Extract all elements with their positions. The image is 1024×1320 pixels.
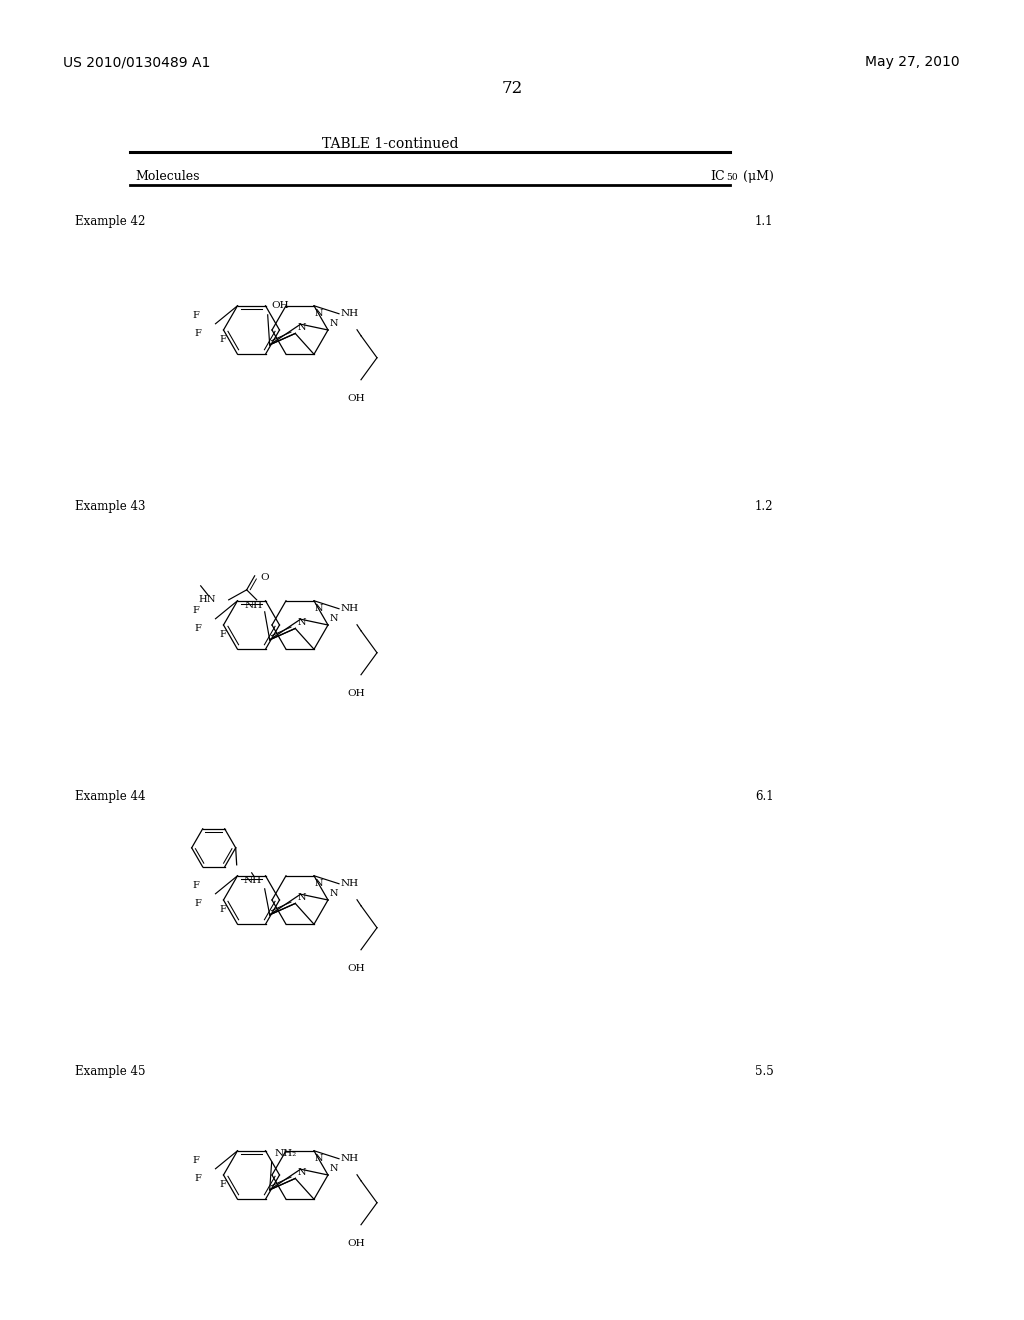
Text: 50: 50 <box>726 173 738 182</box>
Text: Example 42: Example 42 <box>75 215 145 228</box>
Text: F: F <box>193 882 200 890</box>
Text: F: F <box>193 1156 200 1166</box>
Text: N: N <box>297 1168 306 1177</box>
Text: F: F <box>219 1180 226 1189</box>
Text: 1.1: 1.1 <box>755 215 773 228</box>
Text: May 27, 2010: May 27, 2010 <box>865 55 961 69</box>
Text: IC: IC <box>711 170 725 183</box>
Text: 6.1: 6.1 <box>755 789 773 803</box>
Text: O: O <box>261 573 269 582</box>
Text: NH: NH <box>245 601 263 610</box>
Text: N: N <box>330 888 339 898</box>
Text: N: N <box>206 595 215 605</box>
Text: TABLE 1-continued: TABLE 1-continued <box>322 137 459 150</box>
Text: NH: NH <box>341 879 359 888</box>
Text: 5.5: 5.5 <box>755 1065 774 1078</box>
Text: F: F <box>195 899 202 908</box>
Text: NH: NH <box>341 605 359 614</box>
Text: N: N <box>315 603 324 612</box>
Text: Molecules: Molecules <box>135 170 200 183</box>
Text: US 2010/0130489 A1: US 2010/0130489 A1 <box>63 55 210 69</box>
Text: N: N <box>330 614 339 623</box>
Text: 72: 72 <box>502 81 522 96</box>
Text: N: N <box>297 619 306 627</box>
Text: OH: OH <box>347 393 365 403</box>
Text: F: F <box>193 312 200 321</box>
Text: N: N <box>315 1154 324 1163</box>
Text: OH: OH <box>271 301 290 310</box>
Text: F: F <box>219 906 226 915</box>
Text: N: N <box>297 323 306 333</box>
Text: F: F <box>219 335 226 345</box>
Text: OH: OH <box>347 964 365 973</box>
Text: 1.2: 1.2 <box>755 500 773 513</box>
Text: (μM): (μM) <box>739 170 774 183</box>
Text: F: F <box>193 606 200 615</box>
Text: N: N <box>315 309 324 318</box>
Text: Example 43: Example 43 <box>75 500 145 513</box>
Text: F: F <box>219 630 226 639</box>
Text: N: N <box>297 894 306 903</box>
Text: N: N <box>330 319 339 327</box>
Text: F: F <box>195 329 202 338</box>
Text: NH₂: NH₂ <box>274 1148 297 1158</box>
Text: H: H <box>198 595 207 605</box>
Text: F: F <box>195 624 202 634</box>
Text: Example 44: Example 44 <box>75 789 145 803</box>
Text: OH: OH <box>347 689 365 698</box>
Text: F: F <box>195 1175 202 1183</box>
Text: NH: NH <box>244 876 262 884</box>
Text: NH: NH <box>341 1154 359 1163</box>
Text: OH: OH <box>347 1238 365 1247</box>
Text: N: N <box>315 879 324 888</box>
Text: N: N <box>330 1164 339 1173</box>
Text: Example 45: Example 45 <box>75 1065 145 1078</box>
Text: NH: NH <box>341 309 359 318</box>
